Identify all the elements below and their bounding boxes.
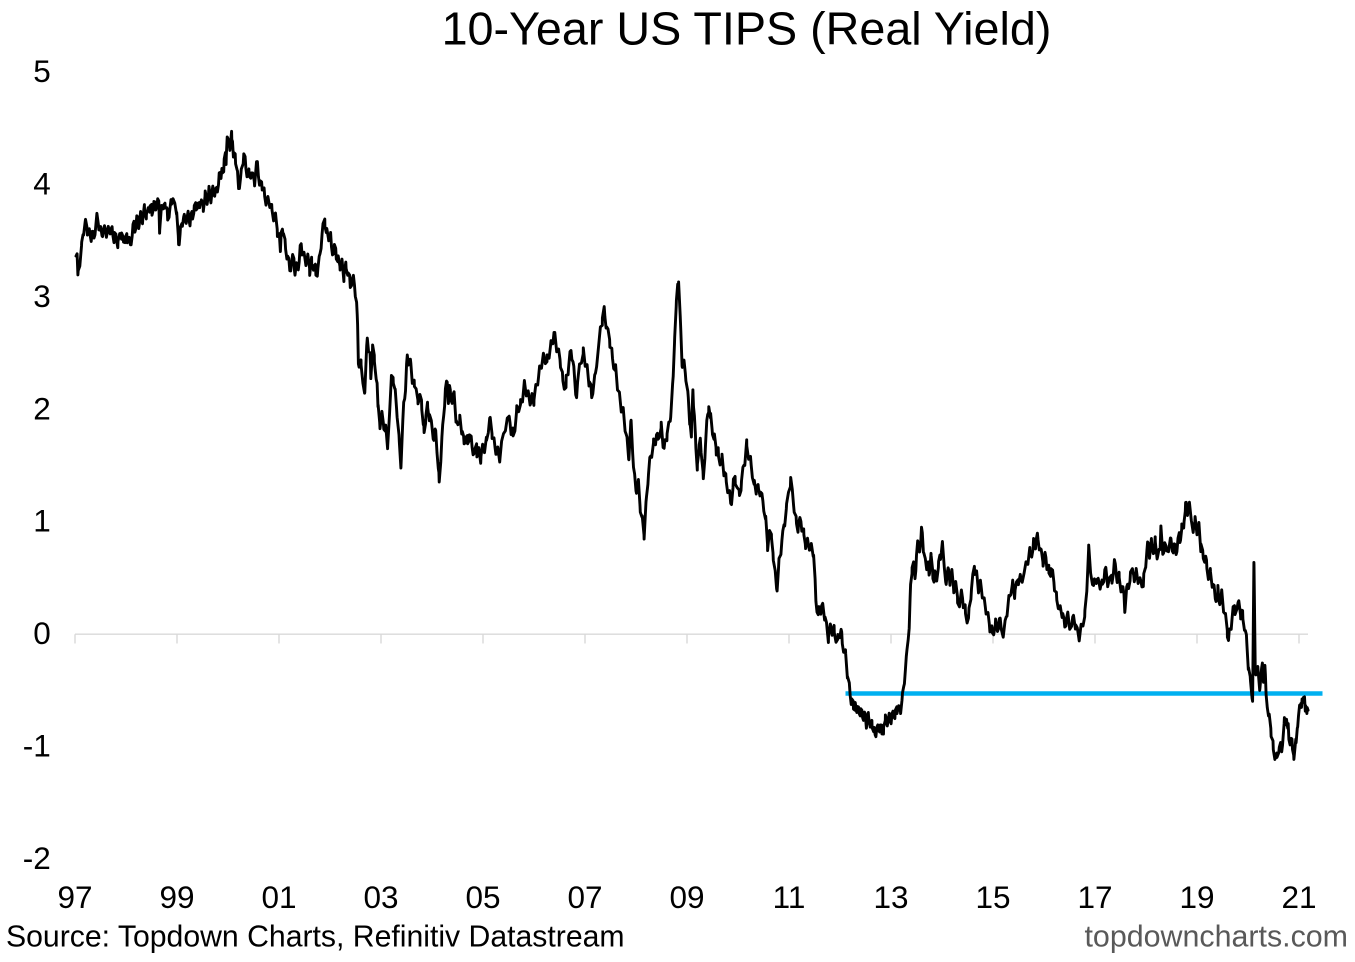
svg-text:0: 0: [33, 615, 51, 651]
svg-text:17: 17: [1077, 879, 1112, 915]
svg-text:3: 3: [33, 278, 51, 314]
svg-text:2: 2: [33, 390, 51, 426]
svg-text:topdowncharts.com: topdowncharts.com: [1084, 920, 1348, 954]
svg-text:-1: -1: [23, 728, 51, 764]
svg-text:Source: Topdown Charts, Refini: Source: Topdown Charts, Refinitiv Datast…: [6, 921, 625, 954]
svg-text:99: 99: [159, 879, 194, 915]
svg-text:13: 13: [873, 879, 908, 915]
svg-text:11: 11: [773, 879, 806, 915]
svg-text:01: 01: [261, 879, 296, 915]
svg-text:09: 09: [669, 879, 704, 915]
svg-text:-2: -2: [23, 840, 51, 876]
svg-text:21: 21: [1281, 879, 1316, 915]
svg-text:03: 03: [363, 879, 398, 915]
svg-text:1: 1: [33, 503, 51, 539]
svg-text:4: 4: [33, 165, 51, 201]
svg-text:07: 07: [567, 879, 602, 915]
svg-text:05: 05: [465, 879, 500, 915]
svg-text:97: 97: [57, 879, 92, 915]
svg-text:15: 15: [975, 879, 1010, 915]
svg-text:10-Year US TIPS (Real Yield): 10-Year US TIPS (Real Yield): [442, 3, 1052, 55]
svg-text:19: 19: [1179, 879, 1214, 915]
svg-text:5: 5: [33, 53, 51, 89]
